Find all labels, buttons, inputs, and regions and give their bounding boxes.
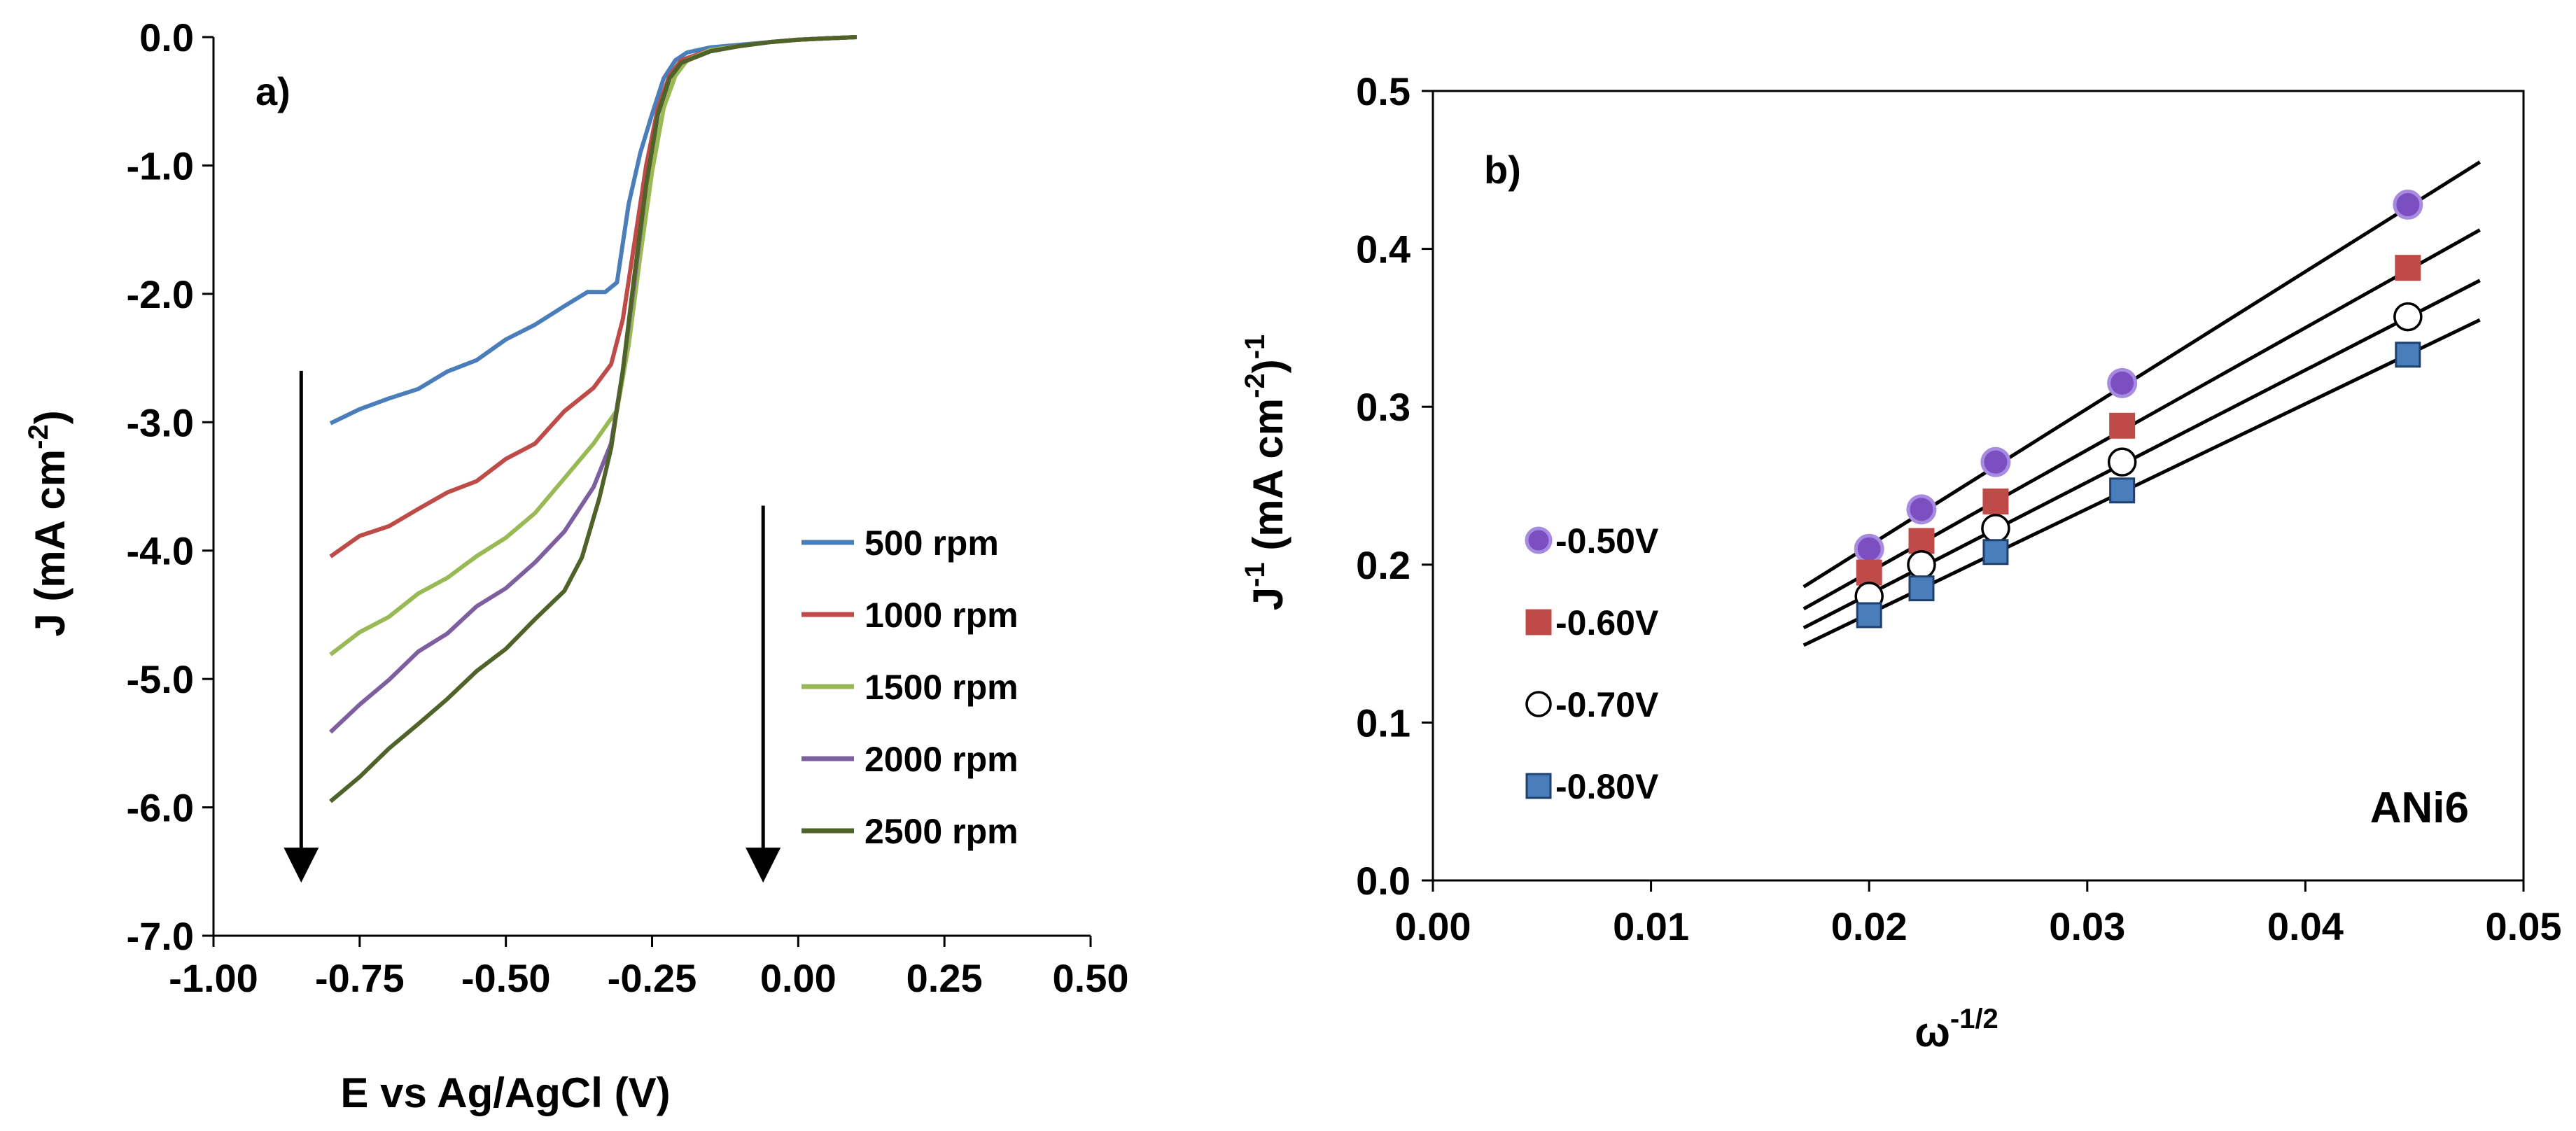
- panel-a-y-tick-label: -2.0: [127, 272, 195, 316]
- panel-b-legend-marker: [1525, 526, 1553, 554]
- panel-b-y-tick-label: 0.2: [1356, 543, 1410, 587]
- panel-b-data-point: [1908, 528, 1935, 554]
- panel-a-x-tick-label: -0.25: [608, 956, 697, 1000]
- panel-a-y-tick-label: -7.0: [127, 914, 195, 958]
- panel-a-x-axis-label: E vs Ag/AgCl (V): [340, 1069, 670, 1116]
- panel-a-y-tick-label: -4.0: [127, 529, 195, 573]
- panel-a-legend-label: 1000 rpm: [864, 596, 1018, 635]
- panel-a-x-tick-label: -0.50: [461, 956, 551, 1000]
- panel-a-y-tick-label: -6.0: [127, 786, 195, 830]
- panel-a-y-tick-label: -5.0: [127, 657, 195, 701]
- panel-a-legend-label: 2000 rpm: [864, 740, 1018, 779]
- panel-b-y-label-close: ): [1245, 359, 1292, 373]
- panel-b-y-label-j: J: [1245, 587, 1292, 610]
- panel-b-data-point: [2107, 367, 2138, 398]
- panel-a-y-tick-label: 0.0: [139, 15, 194, 59]
- panel-b-data-point: [2109, 412, 2136, 439]
- panel-b-y-tick-label: 0.5: [1356, 69, 1410, 113]
- panel-a-x-tick-label: 0.00: [760, 956, 836, 1000]
- panel-a-x-ticks: -1.00 -0.75 -0.50 -0.25 0.00 0.25 0.50: [169, 936, 1129, 1000]
- panel-b-data-point: [1856, 602, 1882, 628]
- panel-b-data-point: [2107, 447, 2137, 477]
- panel-b-fit-line: [1802, 228, 2481, 611]
- panel-b-y-label-exp2: -2: [1240, 373, 1270, 398]
- panel-b-data-point: [2393, 302, 2423, 332]
- panel-b-y-axis-label: J-1 (mA cm-2)-1: [1240, 335, 1292, 611]
- panel-b-legend-label: -0.50V: [1555, 521, 1659, 561]
- panel-a-label: a): [255, 69, 290, 113]
- panel-b-fit-line: [1802, 279, 2481, 630]
- panel-b-x-tick-label: 0.01: [1613, 904, 1689, 948]
- panel-a-series-group: [329, 35, 858, 803]
- panel-a-y-label-close: ): [27, 410, 74, 424]
- panel-b-x-tick-label: 0.05: [2486, 904, 2562, 948]
- panel-a-x-tick-label: -1.00: [169, 956, 258, 1000]
- panel-a-y-tick-label: -3.0: [127, 400, 195, 444]
- panel-b-chart: 0.00.10.20.30.40.5 0.00 0.01 0.02 0.03 0.04 0…: [1240, 69, 2562, 1055]
- panel-b-x-tick-label: 0.04: [2267, 904, 2344, 948]
- panel-b-data-point: [1907, 550, 1936, 579]
- panel-b-legend: -0.50V -0.60V -0.70V -0.80V: [1525, 521, 1659, 806]
- panel-b-data-point: [1856, 559, 1882, 586]
- panel-b-data-point: [2395, 342, 2421, 368]
- panel-b-y-tick-label: 0.1: [1356, 701, 1410, 745]
- panel-a-y-label-exp: -2: [23, 424, 54, 449]
- panel-b-x-tick-label: 0.03: [2049, 904, 2125, 948]
- panel-b-legend-marker: [1525, 609, 1552, 635]
- panel-b-fit-lines: [1802, 160, 2482, 647]
- panel-b-data-point: [2109, 477, 2136, 504]
- panel-b-annotation: ANi6: [2370, 784, 2469, 832]
- panel-b-x-label-exp: -1/2: [1950, 1004, 1998, 1034]
- panel-a-legend-label: 500 rpm: [864, 524, 999, 563]
- panel-b-y-label-exp3: -1: [1240, 335, 1270, 360]
- panel-b-points: [1854, 189, 2423, 628]
- panel-b-label: b): [1484, 148, 1521, 192]
- panel-a-arrows: [284, 370, 781, 883]
- panel-a-legend: 500 rpm 1000 rpm 1500 rpm 2000 rpm 2500 rpm: [802, 524, 1018, 851]
- panel-b-y-ticks: 0.0 0.1 0.2 0.3 0.4 0.5: [1356, 69, 1433, 903]
- panel-b-x-ticks: 0.00 0.01 0.02 0.03 0.04 0.05: [1395, 880, 2562, 948]
- panel-a-legend-label: 1500 rpm: [864, 668, 1018, 707]
- panel-a-series-line: [329, 35, 858, 656]
- panel-a-x-tick-label: 0.50: [1053, 956, 1129, 1000]
- panel-a-y-tick-label: -1.0: [127, 143, 195, 188]
- panel-b-y-tick-label: 0.4: [1356, 227, 1410, 272]
- panel-b-data-point: [1982, 489, 2009, 515]
- panel-b-data-point: [1906, 494, 1937, 525]
- panel-b-data-point: [2395, 255, 2421, 281]
- panel-b-y-tick-label: 0.0: [1356, 859, 1410, 903]
- panel-b-plot-frame: [1432, 90, 2525, 882]
- panel-b-data-point: [1854, 533, 1884, 564]
- panel-a-x-tick-label: -0.75: [315, 956, 405, 1000]
- panel-b-x-tick-label: 0.00: [1395, 904, 1471, 948]
- panel-b-legend-label: -0.80V: [1555, 767, 1659, 806]
- panel-b-fit-line: [1802, 160, 2482, 589]
- panel-a-series-line: [329, 35, 858, 426]
- panel-b-legend-marker: [1525, 691, 1552, 717]
- panel-b-data-point: [1980, 447, 2011, 477]
- panel-b-y-label-unit: (mA cm: [1245, 398, 1292, 563]
- panel-b-data-point: [1908, 575, 1935, 602]
- panel-b-x-label-omega: ω: [1914, 1009, 1950, 1055]
- panel-b-legend-label: -0.60V: [1555, 603, 1659, 642]
- panel-a-y-label-main: J (mA cm: [27, 449, 74, 637]
- panel-b-data-point: [2393, 189, 2423, 220]
- panel-a-chart: 0.0 -1.0 -2.0 -3.0 -4.0 -5.0 -6.0 -7.0 -1.00 -0.…: [23, 15, 1129, 1116]
- panel-a-x-tick-label: 0.25: [906, 956, 983, 1000]
- panel-a-series-line: [329, 35, 858, 559]
- panel-b-legend-marker: [1525, 773, 1552, 799]
- panel-a-series-line: [329, 35, 858, 803]
- panel-b-y-tick-label: 0.3: [1356, 385, 1410, 429]
- panel-b-fit-line: [1802, 318, 2481, 647]
- panel-b-legend-label: -0.70V: [1555, 685, 1659, 724]
- panel-b-data-point: [1981, 514, 2010, 543]
- panel-a-legend-label: 2500 rpm: [864, 812, 1018, 851]
- panel-b-y-label-exp1: -1: [1240, 562, 1270, 587]
- panel-a-y-axis-label: J (mA cm-2): [23, 410, 74, 636]
- panel-b-x-tick-label: 0.02: [1831, 904, 1907, 948]
- panel-b-data-point: [1982, 539, 2009, 566]
- panel-b-x-axis-label: ω-1/2: [1914, 1004, 1998, 1055]
- panel-a-y-ticks: 0.0 -1.0 -2.0 -3.0 -4.0 -5.0 -6.0 -7.0: [127, 15, 214, 958]
